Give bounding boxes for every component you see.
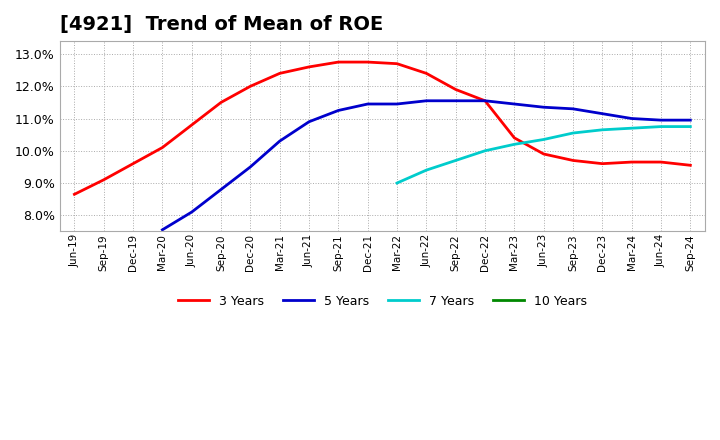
7 Years: [569, 130, 577, 136]
7 Years: [598, 127, 607, 132]
3 Years: [364, 59, 372, 65]
3 Years: [99, 177, 108, 183]
7 Years: [392, 180, 401, 186]
3 Years: [451, 87, 460, 92]
3 Years: [481, 98, 490, 103]
5 Years: [686, 117, 695, 123]
7 Years: [451, 158, 460, 163]
3 Years: [657, 159, 665, 165]
Line: 3 Years: 3 Years: [74, 62, 690, 194]
3 Years: [510, 135, 518, 140]
5 Years: [246, 164, 255, 169]
Line: 7 Years: 7 Years: [397, 127, 690, 183]
5 Years: [657, 117, 665, 123]
Text: [4921]  Trend of Mean of ROE: [4921] Trend of Mean of ROE: [60, 15, 383, 34]
3 Years: [217, 100, 225, 105]
3 Years: [598, 161, 607, 166]
3 Years: [305, 64, 313, 70]
5 Years: [187, 209, 196, 215]
5 Years: [275, 139, 284, 144]
3 Years: [422, 71, 431, 76]
3 Years: [627, 159, 636, 165]
5 Years: [481, 98, 490, 103]
5 Years: [627, 116, 636, 121]
Line: 5 Years: 5 Years: [163, 101, 690, 230]
5 Years: [422, 98, 431, 103]
3 Years: [246, 84, 255, 89]
7 Years: [510, 142, 518, 147]
7 Years: [481, 148, 490, 154]
3 Years: [686, 163, 695, 168]
3 Years: [334, 59, 343, 65]
3 Years: [392, 61, 401, 66]
5 Years: [598, 111, 607, 116]
5 Years: [392, 101, 401, 106]
5 Years: [451, 98, 460, 103]
3 Years: [539, 151, 548, 157]
5 Years: [364, 101, 372, 106]
5 Years: [334, 108, 343, 113]
3 Years: [569, 158, 577, 163]
3 Years: [70, 192, 78, 197]
5 Years: [158, 227, 167, 232]
3 Years: [187, 122, 196, 128]
5 Years: [305, 119, 313, 125]
5 Years: [569, 106, 577, 111]
7 Years: [627, 125, 636, 131]
3 Years: [158, 145, 167, 150]
5 Years: [510, 101, 518, 106]
3 Years: [275, 71, 284, 76]
7 Years: [686, 124, 695, 129]
7 Years: [539, 137, 548, 142]
5 Years: [217, 187, 225, 192]
5 Years: [539, 105, 548, 110]
7 Years: [657, 124, 665, 129]
3 Years: [129, 161, 138, 166]
7 Years: [422, 168, 431, 173]
Legend: 3 Years, 5 Years, 7 Years, 10 Years: 3 Years, 5 Years, 7 Years, 10 Years: [173, 290, 592, 313]
